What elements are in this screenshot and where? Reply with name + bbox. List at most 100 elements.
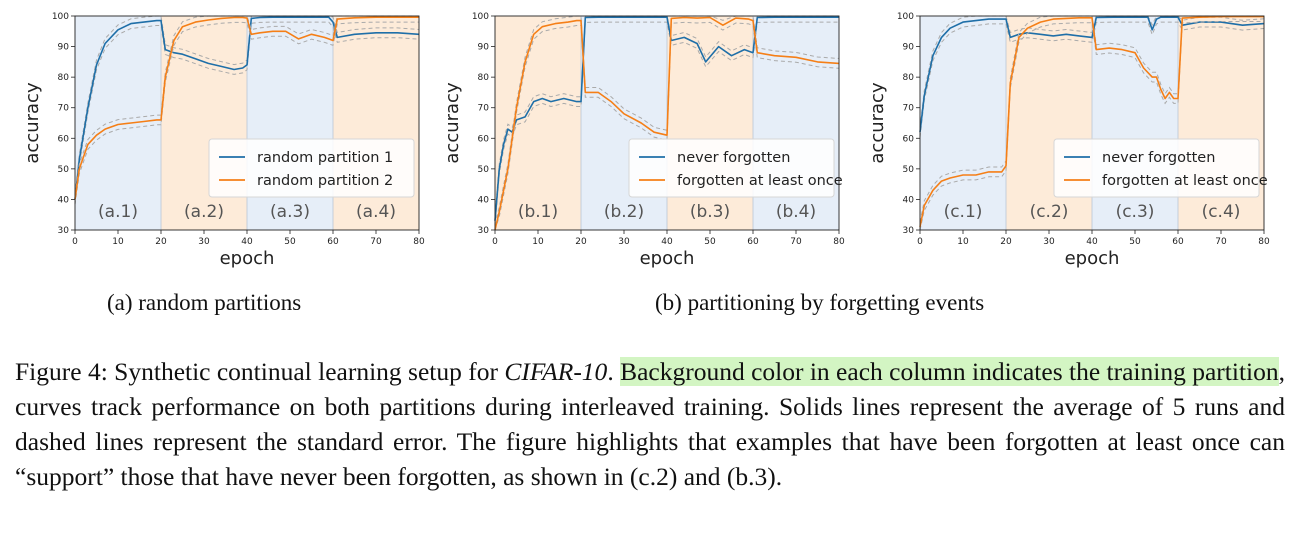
x-tick-label: 40 (661, 237, 673, 247)
error-band-line (74, 21, 419, 205)
x-tick-label: 60 (327, 237, 339, 247)
y-axis-label: accuracy (867, 82, 888, 164)
subcaption-b: (b) partitioning by forgetting events (655, 290, 985, 315)
error-band-line (919, 21, 1265, 138)
x-tick-label: 20 (155, 237, 167, 247)
section-label: (c.3) (1116, 202, 1155, 222)
caption-dataset: CIFAR-10 (504, 357, 608, 386)
partition-band (247, 16, 333, 230)
series-line-1 (919, 16, 1265, 133)
series-line-2 (919, 15, 1264, 228)
error-band-line (919, 15, 1265, 128)
series-line-1 (74, 16, 420, 200)
error-band-line (494, 15, 840, 226)
x-tick-label: 80 (833, 237, 845, 247)
y-tick-label: 40 (58, 195, 70, 205)
y-tick-label: 80 (478, 73, 490, 83)
section-label: (a.2) (184, 202, 224, 222)
subcaption-a: (a) random partitions (107, 290, 302, 315)
error-band-line (919, 15, 1264, 223)
legend-label: never forgotten (1102, 150, 1215, 166)
x-tick-label: 20 (575, 237, 587, 247)
partition-band (1006, 16, 1092, 230)
x-axis-label: epoch (1065, 248, 1120, 269)
x-tick-label: 40 (1086, 237, 1098, 247)
x-axis-label: epoch (640, 248, 695, 269)
section-label: (b.2) (604, 202, 644, 222)
x-tick-label: 30 (198, 237, 210, 247)
error-band-line (494, 21, 839, 226)
legend-box (208, 138, 415, 198)
x-tick-label: 70 (1215, 237, 1227, 247)
partition-band (753, 16, 839, 230)
error-band-line (919, 21, 1264, 231)
x-tick-label: 70 (790, 237, 802, 247)
x-tick-label: 60 (747, 237, 759, 247)
section-label: (b.1) (518, 202, 558, 222)
legend-label: forgotten at least once (677, 173, 843, 189)
x-tick-label: 10 (532, 237, 544, 247)
section-label: (c.1) (944, 202, 983, 222)
error-band-line (74, 21, 420, 205)
chart-svg: (a.1) (a.2) (a.3) (a.4) random partition 1 ra… (22, 12, 425, 269)
series-line-2 (74, 16, 419, 200)
y-tick-label: 40 (478, 195, 490, 205)
x-tick-label: 40 (241, 237, 253, 247)
chart-svg: (c.1) (c.2) (c.3) (c.4) never forgotten forgo… (867, 12, 1270, 269)
series-line-2 (494, 16, 840, 231)
chart-forgetting-partition-b: (b.1) (b.2) (b.3) (b.4) never forgotten forgo… (420, 0, 860, 280)
x-tick-label: 50 (704, 237, 716, 247)
error-band-line (74, 15, 420, 195)
x-tick-label: 20 (1000, 237, 1012, 247)
partition-band (333, 16, 419, 230)
y-tick-label: 100 (897, 12, 914, 22)
y-tick-label: 80 (903, 73, 915, 83)
legend-label: never forgotten (677, 150, 790, 166)
section-label: (a.4) (356, 202, 396, 222)
y-tick-label: 40 (903, 195, 915, 205)
caption-highlight: Background color in each column indicate… (620, 357, 1279, 386)
section-label: (a.3) (270, 202, 310, 222)
y-tick-label: 60 (58, 134, 70, 144)
caption-after-dataset: . (607, 357, 621, 386)
y-tick-label: 30 (478, 226, 490, 236)
legend-box (628, 138, 835, 198)
y-tick-label: 70 (478, 104, 490, 114)
chart-random-partitions: (a.1) (a.2) (a.3) (a.4) random partition 1 ra… (0, 0, 440, 280)
series-line-1 (494, 16, 839, 221)
legend-label: forgotten at least once (1102, 173, 1268, 189)
figure-number: Figure 4: (15, 357, 108, 386)
y-tick-label: 50 (903, 165, 915, 175)
chart-forgetting-partition-c: (c.1) (c.2) (c.3) (c.4) never forgotten forgo… (845, 0, 1285, 280)
y-tick-label: 60 (903, 134, 915, 144)
x-tick-label: 50 (284, 237, 296, 247)
y-tick-label: 100 (52, 12, 69, 22)
chart-svg: (b.1) (b.2) (b.3) (b.4) never forgotten forgo… (442, 12, 845, 269)
section-label: (b.4) (776, 202, 816, 222)
partition-band (495, 16, 581, 230)
y-tick-label: 90 (58, 43, 70, 53)
error-band-line (494, 15, 839, 216)
caption-intro: Synthetic continual learning setup for (107, 357, 505, 386)
y-tick-label: 70 (58, 104, 70, 114)
legend-box (1053, 138, 1260, 198)
y-tick-label: 90 (903, 43, 915, 53)
partition-band (667, 16, 753, 230)
legend-label: random partition 1 (257, 150, 393, 166)
x-tick-label: 80 (1258, 237, 1270, 247)
y-axis-label: accuracy (22, 82, 43, 164)
legend-label: random partition 2 (257, 173, 393, 189)
partition-band (75, 16, 161, 230)
x-tick-label: 0 (917, 237, 923, 247)
figure-caption: Figure 4: Synthetic continual learning s… (15, 354, 1285, 494)
partition-band (1178, 16, 1264, 230)
x-tick-label: 50 (1129, 237, 1141, 247)
y-tick-label: 80 (58, 73, 70, 83)
x-axis-label: epoch (220, 248, 275, 269)
x-tick-label: 0 (492, 237, 498, 247)
y-tick-label: 30 (903, 226, 915, 236)
x-tick-label: 70 (370, 237, 382, 247)
y-tick-label: 90 (478, 43, 490, 53)
x-tick-label: 10 (112, 237, 124, 247)
y-tick-label: 30 (58, 226, 70, 236)
